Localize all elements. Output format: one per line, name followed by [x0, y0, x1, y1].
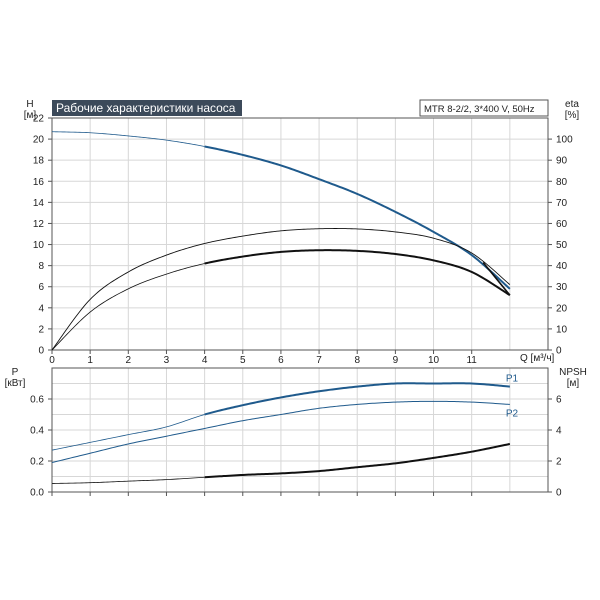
upper-right-tick-label: 80	[556, 177, 568, 188]
lower-left-tick-label: 0.4	[30, 426, 44, 437]
npsh-curve-thick	[204, 442, 511, 479]
upper-right-tick-label: 50	[556, 240, 568, 251]
upper-x-tick-label: 8	[354, 355, 360, 366]
efficiency-curve-thick	[204, 249, 511, 297]
upper-left-tick-label: 14	[33, 198, 45, 209]
upper-x-tick-label: 1	[87, 355, 93, 366]
upper-x-tick-label: 2	[126, 355, 132, 366]
title-badge: Рабочие характеристики насоса	[56, 101, 236, 115]
upper-x-tick-label: 7	[316, 355, 322, 366]
upper-left-tick-label: 8	[38, 261, 44, 272]
upper-left-tick-label: 10	[33, 240, 45, 251]
upper-right-axis-label: [%]	[565, 110, 580, 121]
upper-right-axis-label: eta	[565, 99, 579, 110]
head-curve-thin	[51, 131, 205, 147]
upper-left-axis-label: [м]	[24, 110, 37, 121]
upper-left-tick-label: 18	[33, 156, 45, 167]
model-label: MTR 8-2/2, 3*400 V, 50Hz	[424, 104, 535, 115]
lower-left-axis-label: P	[12, 367, 19, 378]
lower-left-tick-label: 0.2	[30, 457, 44, 468]
upper-x-tick-label: 9	[393, 355, 399, 366]
npsh-curve-thin	[51, 476, 205, 484]
lower-right-axis-label: NPSH	[559, 367, 587, 378]
upper-right-tick-label: 100	[556, 135, 573, 146]
efficiency-curve-outer	[51, 228, 511, 351]
upper-right-tick-label: 10	[556, 324, 568, 335]
p2-curve	[51, 400, 510, 464]
upper-left-tick-label: 4	[38, 303, 44, 314]
efficiency-curve-thin	[51, 263, 205, 351]
lower-left-tick-label: 0.6	[30, 395, 44, 406]
lower-right-tick-label: 0	[556, 488, 562, 499]
lower-left-axis-label: [кВт]	[5, 378, 26, 389]
series-label-p2: P2	[506, 408, 519, 419]
upper-left-tick-label: 16	[33, 177, 45, 188]
upper-right-tick-label: 40	[556, 261, 568, 272]
upper-left-tick-label: 2	[38, 324, 44, 335]
lower-right-tick-label: 4	[556, 426, 562, 437]
lower-right-axis-label: [м]	[567, 378, 580, 389]
upper-right-tick-label: 0	[556, 346, 562, 357]
lower-right-tick-label: 2	[556, 457, 562, 468]
upper-x-tick-label: 6	[278, 355, 284, 366]
upper-plot-area	[52, 118, 548, 350]
upper-x-tick-label: 3	[164, 355, 170, 366]
upper-x-tick-label: 5	[240, 355, 246, 366]
p1-curve-thin	[51, 414, 205, 451]
model-label-box	[419, 99, 549, 117]
upper-left-axis-label: H	[26, 99, 33, 110]
upper-right-tick-label: 30	[556, 282, 568, 293]
upper-left-tick-label: 12	[33, 219, 45, 230]
upper-x-tick-label: 11	[466, 355, 477, 366]
lower-right-tick-label: 6	[556, 395, 562, 406]
upper-left-tick-label: 22	[33, 114, 45, 125]
upper-left-tick-label: 6	[38, 282, 44, 293]
head-curve-black-tail	[482, 261, 511, 296]
lower-left-tick-label: 0.0	[30, 488, 44, 499]
x-axis-label: Q [м³/ч]	[520, 353, 555, 364]
series-label-p1: P1	[506, 374, 519, 385]
upper-right-tick-label: 20	[556, 303, 568, 314]
upper-left-tick-label: 0	[38, 346, 44, 357]
upper-x-tick-label: 4	[202, 355, 208, 366]
p1-curve-thick	[204, 382, 510, 416]
upper-frame	[51, 117, 549, 351]
upper-left-tick-label: 20	[33, 135, 45, 146]
upper-right-tick-label: 60	[556, 219, 568, 230]
upper-x-tick-label: 0	[49, 355, 55, 366]
upper-right-tick-label: 90	[556, 156, 568, 167]
title-badge-bg	[52, 100, 242, 116]
upper-right-tick-label: 70	[556, 198, 568, 209]
upper-x-tick-label: 10	[428, 355, 440, 366]
